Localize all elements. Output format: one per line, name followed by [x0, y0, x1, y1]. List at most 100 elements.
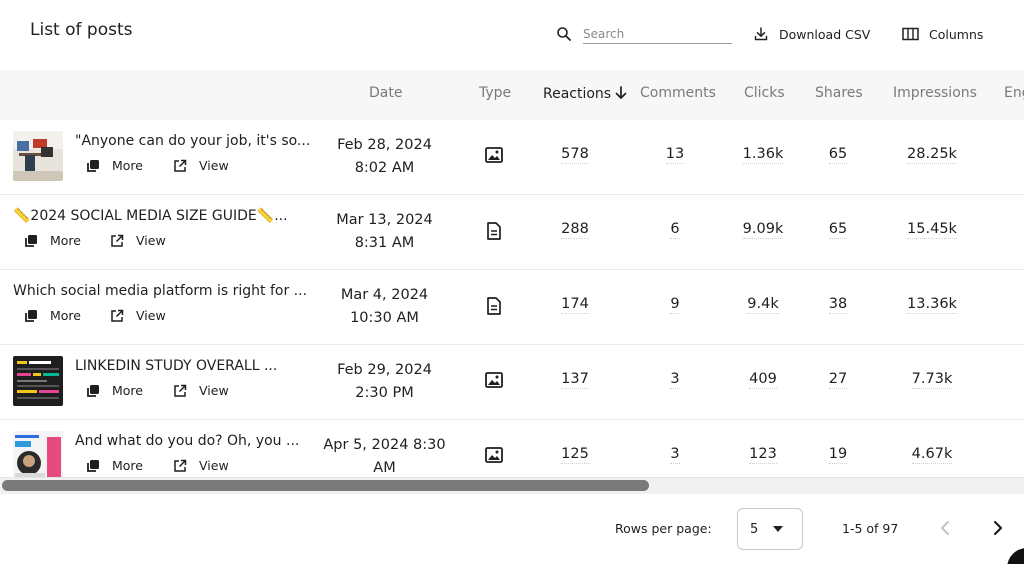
next-page-icon[interactable] [989, 518, 1007, 538]
image-icon [485, 372, 503, 388]
table-header: Date Type Reactions Comments Clicks Shar… [0, 70, 1024, 120]
view-button[interactable]: View [173, 158, 229, 173]
shares-cell: 19 [828, 446, 848, 464]
post-thumbnail[interactable] [13, 431, 63, 481]
more-button[interactable]: More [86, 158, 143, 173]
page-title: List of posts [30, 20, 133, 40]
more-label: More [112, 158, 143, 173]
post-thumbnail[interactable] [13, 356, 63, 406]
external-link-icon [174, 384, 187, 397]
rows-per-page-label: Rows per page: [615, 521, 712, 536]
post-thumbnail[interactable] [13, 131, 63, 181]
rows-per-page-value: 5 [750, 522, 759, 537]
post-title: LINKEDIN STUDY OVERALL ... [75, 358, 278, 374]
view-button[interactable]: View [173, 383, 229, 398]
reactions-cell: 174 [561, 296, 589, 314]
reactions-cell: 578 [561, 146, 589, 164]
more-label: More [50, 233, 81, 248]
previous-page-icon[interactable] [937, 518, 955, 538]
page-header: List of posts Download CSV Columns [0, 0, 1024, 70]
column-header-comments[interactable]: Comments [640, 85, 716, 101]
columns-label: Columns [929, 26, 984, 42]
comments-cell: 3 [670, 446, 680, 464]
post-date: Feb 29, 2024 2:30 PM [312, 359, 457, 405]
view-label: View [199, 158, 229, 173]
table-row[interactable]: LINKEDIN STUDY OVERALL ... More View Feb… [0, 345, 1024, 420]
date-line: Mar 13, 2024 [336, 212, 433, 228]
time-line: 10:30 AM [350, 310, 419, 326]
post-date: Mar 4, 2024 10:30 AM [312, 284, 457, 330]
post-date: Apr 5, 2024 8:30 AM [312, 434, 457, 480]
post-title: 📏2024 SOCIAL MEDIA SIZE GUIDE📏... [13, 208, 288, 224]
impressions-cell: 7.73k [911, 371, 953, 389]
download-csv-button[interactable]: Download CSV [753, 24, 870, 44]
image-icon [485, 447, 503, 463]
view-button[interactable]: View [173, 458, 229, 473]
download-icon [754, 27, 768, 41]
column-header-shares[interactable]: Shares [815, 85, 863, 101]
impressions-cell: 15.45k [907, 221, 957, 239]
external-link-icon [174, 159, 187, 172]
impressions-cell: 4.67k [911, 446, 953, 464]
comments-cell: 13 [665, 146, 685, 164]
copy-icon [87, 159, 99, 172]
rows-per-page-select[interactable]: 5 [737, 508, 803, 550]
column-header-engagement[interactable]: Eng [1004, 85, 1024, 101]
impressions-cell: 13.36k [907, 296, 957, 314]
document-icon [487, 297, 501, 315]
column-header-impressions[interactable]: Impressions [893, 85, 977, 101]
post-date: Mar 13, 2024 8:31 AM [312, 209, 457, 255]
date-line: Feb 29, 2024 [337, 362, 432, 378]
comments-cell: 6 [670, 221, 680, 239]
image-icon [485, 147, 503, 163]
pagination-footer: Rows per page: 5 1-5 of 97 [0, 494, 1024, 564]
comments-cell: 9 [670, 296, 680, 314]
more-button[interactable]: More [86, 383, 143, 398]
search-box[interactable] [556, 24, 732, 46]
impressions-cell: 28.25k [907, 146, 957, 164]
date-line: Feb 28, 2024 [337, 137, 432, 153]
more-button[interactable]: More [24, 233, 81, 248]
clicks-cell: 123 [749, 446, 777, 464]
more-button[interactable]: More [24, 308, 81, 323]
copy-icon [25, 309, 37, 322]
column-header-reactions[interactable]: Reactions [543, 85, 628, 102]
table-row[interactable]: Which social media platform is right for… [0, 270, 1024, 345]
clicks-cell: 9.4k [747, 296, 779, 314]
copy-icon [25, 234, 37, 247]
post-title: And what do you do? Oh, you ... [75, 433, 300, 449]
shares-cell: 27 [828, 371, 848, 389]
shares-cell: 65 [828, 146, 848, 164]
table-row[interactable]: "Anyone can do your job, it's so... More… [0, 120, 1024, 195]
external-link-icon [111, 309, 124, 322]
view-label: View [136, 233, 166, 248]
date-line: Apr 5, 2024 8:30 [323, 437, 446, 453]
pagination-range: 1-5 of 97 [842, 521, 899, 536]
search-input[interactable] [583, 24, 732, 44]
reactions-header-label: Reactions [543, 86, 612, 102]
column-header-type[interactable]: Type [479, 85, 512, 101]
external-link-icon [174, 459, 187, 472]
more-button[interactable]: More [86, 458, 143, 473]
caret-down-icon [773, 526, 783, 532]
external-link-icon [111, 234, 124, 247]
post-title: Which social media platform is right for… [13, 283, 308, 299]
download-csv-label: Download CSV [779, 26, 871, 42]
more-label: More [50, 308, 81, 323]
table-row[interactable]: 📏2024 SOCIAL MEDIA SIZE GUIDE📏... More V… [0, 195, 1024, 270]
view-label: View [199, 383, 229, 398]
time-line: 8:31 AM [354, 235, 415, 251]
document-icon [487, 222, 501, 240]
columns-button[interactable]: Columns [902, 24, 983, 44]
view-button[interactable]: View [110, 308, 166, 323]
more-label: More [112, 458, 143, 473]
view-button[interactable]: View [110, 233, 166, 248]
column-header-date[interactable]: Date [369, 85, 403, 101]
reactions-cell: 288 [561, 221, 589, 239]
horizontal-scrollbar-thumb[interactable] [2, 480, 649, 491]
column-header-clicks[interactable]: Clicks [744, 85, 785, 101]
sort-descending-icon [615, 86, 627, 99]
post-title: "Anyone can do your job, it's so... [75, 133, 311, 149]
shares-cell: 65 [828, 221, 848, 239]
view-label: View [136, 308, 166, 323]
